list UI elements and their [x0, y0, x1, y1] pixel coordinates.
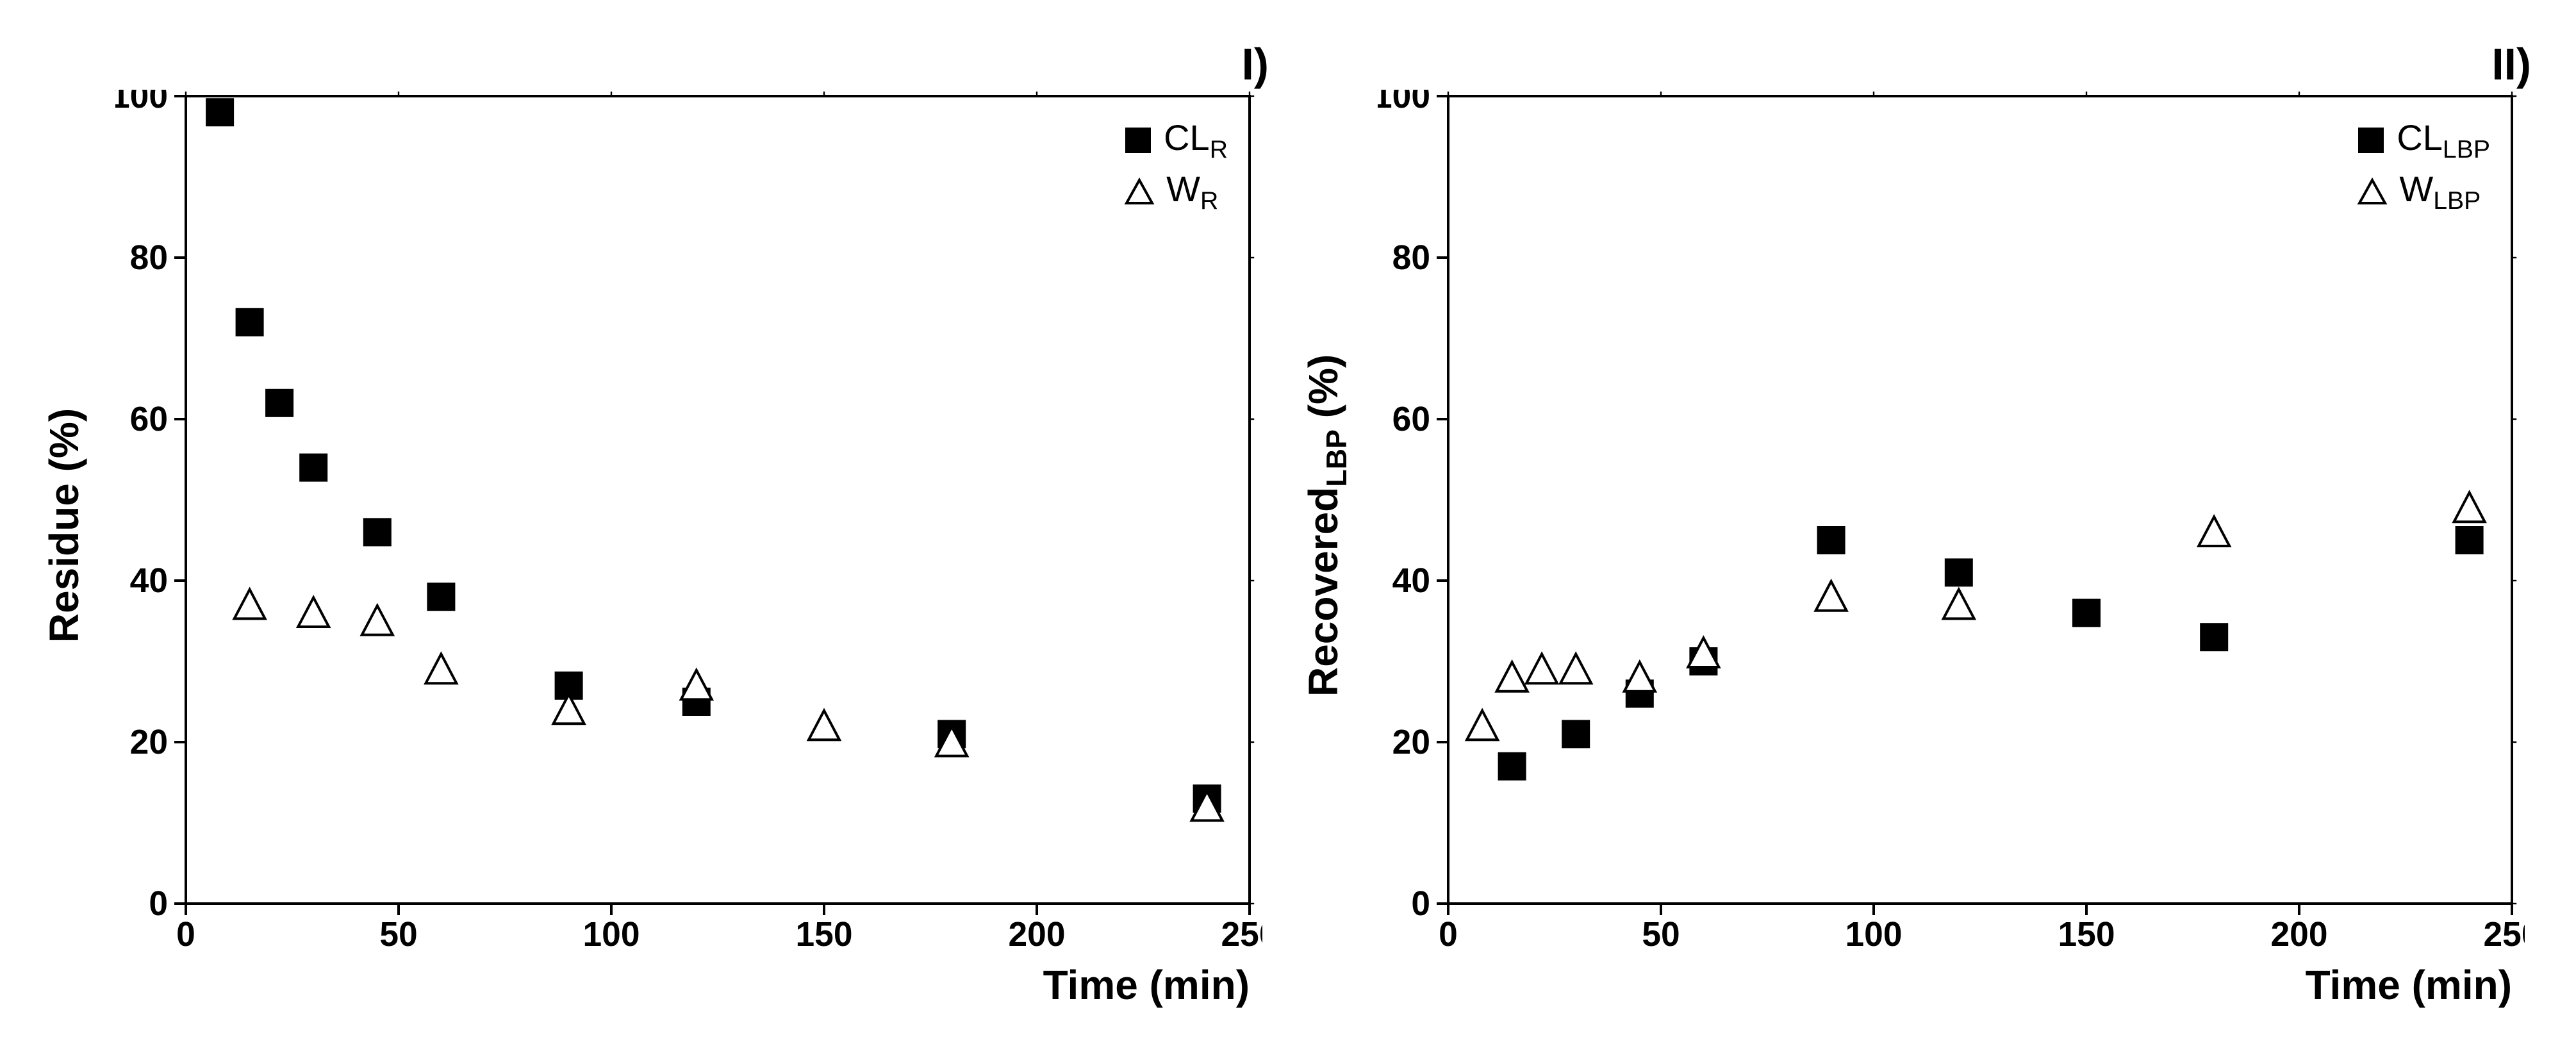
ylabel-right-text: RecoveredLBP (%): [1300, 354, 1353, 697]
svg-text:200: 200: [2271, 916, 2328, 954]
legend-key-w: W: [1166, 169, 1200, 209]
panel-left: Residue (%) I) 0 50 100 150 200 250 0 20 40 60 80 1…: [26, 26, 1288, 1025]
svg-text:100: 100: [115, 90, 168, 115]
triangle-open-icon: [1124, 178, 1155, 206]
legend-sub-lbp2: LBP: [2433, 187, 2481, 215]
panel-right: RecoveredLBP (%) II) 0501001502002500204…: [1288, 26, 2550, 1025]
svg-text:20: 20: [1392, 724, 1430, 761]
legend-left: CLR WR: [1115, 109, 1237, 223]
legend-row-cl-r: CLR: [1124, 117, 1228, 164]
plot-area-left: 050100150200250020406080100 CLR WR: [115, 90, 1262, 961]
svg-text:20: 20: [130, 724, 168, 761]
xlabel-left: Time (min): [103, 961, 1288, 1025]
plot-column-right: II) 050100150200250020406080100 CLLBP WL…: [1365, 26, 2550, 1025]
legend-row-w-lbp: WLBP: [2357, 168, 2490, 215]
svg-text:40: 40: [130, 562, 168, 600]
legend-right: CLLBP WLBP: [2348, 109, 2499, 223]
plot-column-left: I) 050100150200250020406080100 CLR WR: [103, 26, 1288, 1025]
legend-label-w-lbp: WLBP: [2399, 168, 2481, 215]
ylabel-right-sub: LBP: [1321, 429, 1353, 487]
svg-text:100: 100: [583, 916, 640, 954]
legend-label-cl-lbp: CLLBP: [2397, 117, 2490, 164]
svg-text:0: 0: [176, 916, 195, 954]
svg-text:0: 0: [1411, 885, 1430, 923]
title-row-left: I): [103, 26, 1288, 90]
xlabel-right: Time (min): [1365, 961, 2550, 1025]
svg-text:80: 80: [1392, 239, 1430, 277]
svg-text:150: 150: [2058, 916, 2115, 954]
ylabel-right-main: Recovered: [1300, 487, 1346, 697]
plot-svg-left: 0 50 100 150 200 250 0 20 40 60 80 100: [115, 90, 1262, 961]
svg-text:200: 200: [1009, 916, 1066, 954]
svg-text:250: 250: [2484, 916, 2525, 954]
svg-text:100: 100: [1845, 916, 1903, 954]
plot-area-right: 050100150200250020406080100 CLLBP WLBP: [1378, 90, 2525, 961]
legend-label-w-r: WR: [1166, 168, 1218, 215]
legend-row-cl-lbp: CLLBP: [2357, 117, 2490, 164]
ylabel-left-text: Residue (%): [40, 408, 88, 643]
ylabel-left: Residue (%): [26, 26, 103, 1025]
square-filled-icon: [2357, 126, 2385, 154]
ylabel-right: RecoveredLBP (%): [1288, 26, 1365, 1025]
legend-key-cl2: CL: [2397, 117, 2443, 158]
legend-label-cl-r: CLR: [1164, 117, 1228, 164]
legend-row-w-r: WR: [1124, 168, 1228, 215]
svg-text:0: 0: [1439, 916, 1458, 954]
legend-key-cl: CL: [1164, 117, 1210, 158]
svg-text:60: 60: [130, 401, 168, 438]
svg-text:80: 80: [130, 239, 168, 277]
svg-text:60: 60: [1392, 401, 1430, 438]
legend-key-w2: W: [2399, 169, 2433, 209]
triangle-open-icon: [2357, 178, 2388, 206]
panel-tag-right: II): [2491, 38, 2531, 90]
panel-tag-left: I): [1242, 38, 1269, 90]
svg-text:0: 0: [149, 885, 168, 923]
svg-text:50: 50: [1642, 916, 1680, 954]
title-row-right: II): [1365, 26, 2550, 90]
square-filled-icon: [1124, 126, 1152, 154]
legend-sub-lbp1: LBP: [2443, 136, 2490, 163]
ylabel-right-suffix: (%): [1300, 354, 1346, 429]
svg-text:250: 250: [1221, 916, 1262, 954]
svg-text:100: 100: [1378, 90, 1430, 115]
svg-text:40: 40: [1392, 562, 1430, 600]
legend-sub-r2: R: [1200, 187, 1218, 215]
svg-text:150: 150: [796, 916, 853, 954]
legend-sub-r1: R: [1210, 136, 1228, 163]
figure-container: Residue (%) I) 0501001502002500204060801…: [0, 0, 2576, 1051]
svg-text:50: 50: [379, 916, 417, 954]
